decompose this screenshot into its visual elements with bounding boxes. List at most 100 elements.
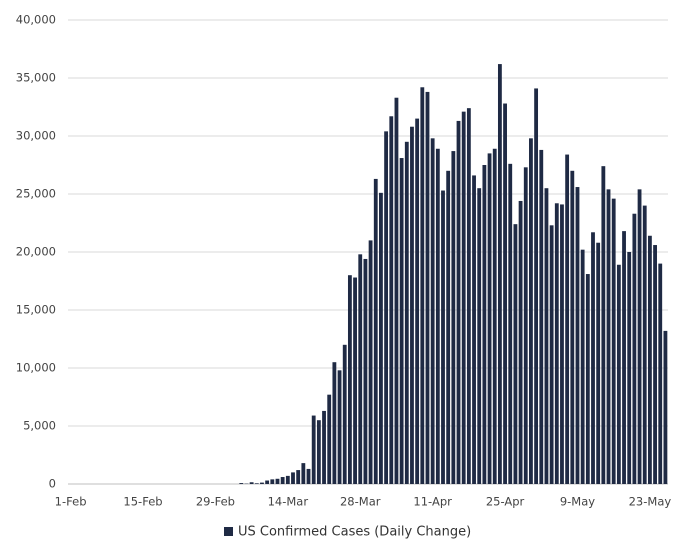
- bar: [575, 187, 580, 485]
- bar: [492, 148, 497, 484]
- bar: [347, 275, 352, 484]
- bar: [477, 188, 482, 484]
- x-tick-label: 14-Mar: [268, 495, 309, 509]
- bar: [373, 178, 378, 485]
- bar: [580, 249, 585, 484]
- bar: [280, 477, 285, 484]
- bar: [570, 170, 575, 485]
- bar: [389, 116, 394, 484]
- bar: [404, 141, 409, 485]
- bar: [523, 167, 528, 484]
- bar: [384, 131, 389, 485]
- bar: [653, 245, 657, 484]
- bar: [363, 258, 368, 484]
- bar: [435, 148, 440, 484]
- bar: [560, 204, 564, 484]
- bar: [451, 151, 456, 484]
- bar: [456, 120, 461, 485]
- bar: [627, 252, 632, 484]
- bar: [239, 483, 244, 484]
- bar: [606, 189, 611, 485]
- bar: [611, 198, 616, 484]
- bar: [518, 200, 523, 484]
- bar: [529, 138, 533, 484]
- bar: [544, 188, 549, 484]
- bar: [503, 103, 507, 485]
- x-tick-label: 11-Apr: [413, 495, 452, 509]
- y-tick-label: 20,000: [16, 245, 56, 259]
- bar: [497, 64, 502, 484]
- bar: [332, 362, 337, 484]
- bar: [430, 138, 435, 484]
- bar: [601, 166, 606, 484]
- bar: [616, 264, 621, 484]
- legend-text: US Confirmed Cases (Daily Change): [238, 525, 471, 540]
- bar: [327, 394, 332, 484]
- bar: [642, 205, 647, 484]
- legend-swatch: [224, 527, 233, 536]
- bar: [353, 277, 357, 484]
- x-tick-label: 1-Feb: [55, 495, 87, 509]
- bar: [534, 88, 539, 484]
- bar: [461, 111, 466, 484]
- bar: [466, 108, 471, 484]
- bar: [539, 149, 544, 485]
- x-tick-label: 29-Feb: [196, 495, 235, 509]
- y-tick-label: 0: [49, 477, 56, 491]
- bar: [622, 231, 626, 484]
- bar: [647, 235, 652, 484]
- bar: [311, 415, 316, 484]
- bar: [472, 175, 476, 484]
- bar: [306, 468, 311, 484]
- bar: [415, 118, 420, 484]
- bar: [254, 483, 259, 484]
- bar: [513, 224, 518, 484]
- y-tick-label: 30,000: [16, 129, 56, 143]
- x-tick-label: 23-May: [629, 495, 672, 509]
- bar: [591, 232, 595, 484]
- bar: [410, 126, 414, 484]
- bar: [322, 410, 326, 484]
- y-tick-label: 10,000: [16, 361, 56, 375]
- bar: [549, 225, 554, 484]
- x-tick-label: 15-Feb: [123, 495, 162, 509]
- bar: [291, 472, 295, 484]
- bar: [316, 420, 321, 484]
- bar: [337, 370, 342, 484]
- x-tick-label: 28-Mar: [340, 495, 381, 509]
- y-tick-label: 5,000: [23, 419, 56, 433]
- bar: [585, 274, 590, 484]
- bar: [446, 170, 451, 485]
- bar: [270, 479, 275, 484]
- x-tick-label: 25-Apr: [486, 495, 525, 509]
- bar: [565, 154, 570, 484]
- bar: [508, 163, 513, 484]
- bar: [342, 344, 347, 484]
- bar: [482, 165, 487, 484]
- bar: [554, 203, 559, 484]
- bar: [249, 482, 254, 484]
- x-tick-label: 9-May: [560, 495, 595, 509]
- y-tick-label: 25,000: [16, 187, 56, 201]
- bar: [301, 463, 306, 484]
- bar: [658, 263, 663, 484]
- y-tick-label: 35,000: [16, 71, 56, 85]
- bar: [394, 97, 399, 484]
- bar: [265, 480, 270, 484]
- bar: [596, 242, 601, 484]
- bar: [637, 189, 642, 485]
- bar: [379, 192, 383, 484]
- bar: [368, 240, 373, 484]
- bar: [632, 213, 637, 484]
- bar: [358, 254, 363, 484]
- bar: [260, 482, 264, 484]
- bar: [420, 87, 425, 484]
- bar: [487, 153, 492, 484]
- bar: [296, 470, 301, 484]
- bar: [399, 158, 404, 485]
- bar: [275, 478, 280, 484]
- bar: [663, 330, 668, 484]
- bar: [441, 190, 445, 484]
